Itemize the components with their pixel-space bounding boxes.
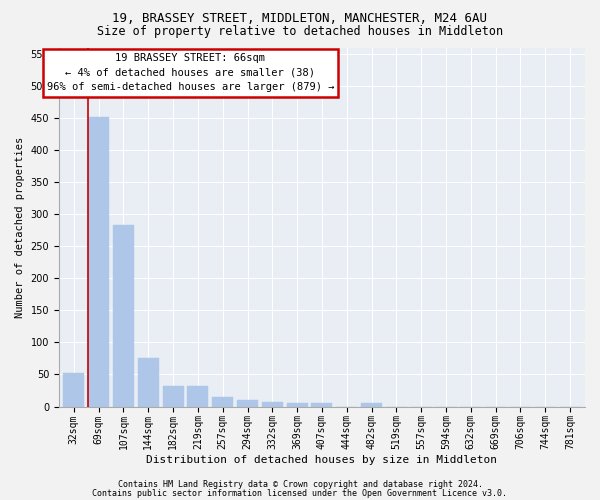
- Text: Contains public sector information licensed under the Open Government Licence v3: Contains public sector information licen…: [92, 488, 508, 498]
- X-axis label: Distribution of detached houses by size in Middleton: Distribution of detached houses by size …: [146, 455, 497, 465]
- Bar: [237, 400, 258, 406]
- Bar: [287, 404, 308, 406]
- Bar: [187, 386, 208, 406]
- Bar: [262, 402, 283, 406]
- Bar: [137, 358, 159, 406]
- Bar: [63, 373, 85, 406]
- Bar: [113, 225, 134, 406]
- Text: 19 BRASSEY STREET: 66sqm
← 4% of detached houses are smaller (38)
96% of semi-de: 19 BRASSEY STREET: 66sqm ← 4% of detache…: [47, 53, 334, 92]
- Text: Contains HM Land Registry data © Crown copyright and database right 2024.: Contains HM Land Registry data © Crown c…: [118, 480, 482, 489]
- Bar: [212, 397, 233, 406]
- Bar: [163, 386, 184, 406]
- Text: 19, BRASSEY STREET, MIDDLETON, MANCHESTER, M24 6AU: 19, BRASSEY STREET, MIDDLETON, MANCHESTE…: [113, 12, 487, 26]
- Bar: [311, 404, 332, 406]
- Y-axis label: Number of detached properties: Number of detached properties: [15, 136, 25, 318]
- Bar: [88, 116, 109, 406]
- Text: Size of property relative to detached houses in Middleton: Size of property relative to detached ho…: [97, 25, 503, 38]
- Bar: [361, 404, 382, 406]
